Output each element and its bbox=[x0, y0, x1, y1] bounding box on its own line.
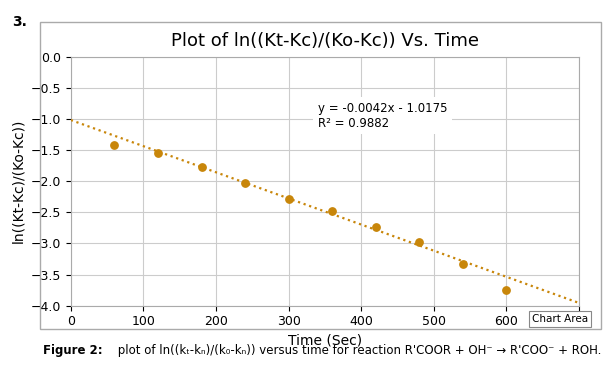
Text: Chart Area: Chart Area bbox=[532, 314, 588, 324]
Point bbox=[415, 239, 424, 245]
Text: 3.: 3. bbox=[12, 15, 27, 29]
Point bbox=[501, 287, 511, 293]
Point bbox=[240, 180, 250, 186]
Point bbox=[327, 208, 337, 214]
Point bbox=[197, 164, 206, 170]
Text: Figure 2:: Figure 2: bbox=[43, 344, 103, 357]
Y-axis label: ln((Kt-Kc)/(Ko-Kc)): ln((Kt-Kc)/(Ko-Kc)) bbox=[11, 119, 25, 243]
Text: y = -0.0042x - 1.0175
R² = 0.9882: y = -0.0042x - 1.0175 R² = 0.9882 bbox=[318, 101, 447, 130]
Point bbox=[284, 196, 294, 202]
Point bbox=[371, 224, 381, 229]
Point bbox=[110, 142, 120, 148]
X-axis label: Time (Sec): Time (Sec) bbox=[288, 334, 362, 348]
Point bbox=[153, 150, 163, 156]
Point bbox=[458, 261, 468, 267]
Text: plot of ln((kₜ-kₙ)/(k₀-kₙ)) versus time for reaction R'COOR + OH⁻ → R'COO⁻ + ROH: plot of ln((kₜ-kₙ)/(k₀-kₙ)) versus time … bbox=[114, 344, 601, 357]
Title: Plot of ln((Kt-Kc)/(Ko-Kc)) Vs. Time: Plot of ln((Kt-Kc)/(Ko-Kc)) Vs. Time bbox=[171, 31, 479, 50]
